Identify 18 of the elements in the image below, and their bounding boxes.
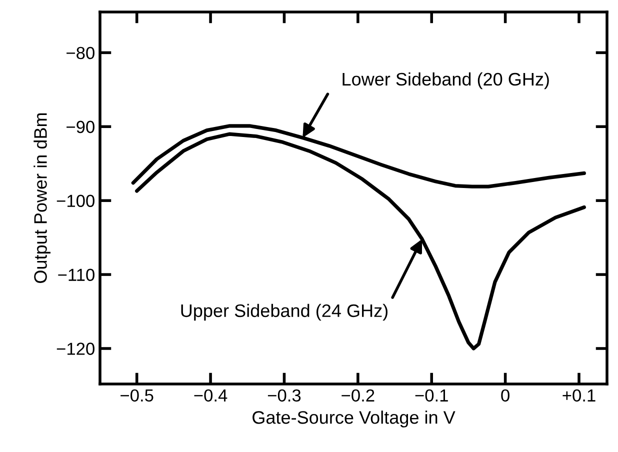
x-axis-title: Gate-Source Voltage in V bbox=[252, 410, 456, 428]
x-tick-label: −0.3 bbox=[268, 389, 301, 402]
y-axis-title: Output Power in dBm bbox=[34, 113, 50, 283]
y-tick-label: −120 bbox=[56, 342, 94, 355]
line-series bbox=[135, 132, 586, 350]
y-tick-label: −90 bbox=[66, 120, 94, 134]
y-tick-label: −100 bbox=[56, 194, 94, 208]
y-tick-label: −80 bbox=[66, 46, 94, 60]
y-tick-label: −110 bbox=[58, 268, 94, 282]
line-series bbox=[131, 124, 586, 188]
x-tick-label: −0.2 bbox=[342, 389, 374, 402]
x-tick-label: −0.1 bbox=[415, 389, 448, 402]
annotation: Upper Sideband (24 GHz) bbox=[181, 304, 388, 321]
x-tick-label: 0 bbox=[501, 389, 510, 402]
x-tick-label: +0.1 bbox=[562, 389, 596, 402]
annotation: Lower Sideband (20 GHz) bbox=[342, 72, 549, 90]
x-tick-label: −0.5 bbox=[120, 389, 154, 402]
x-tick-label: −0.4 bbox=[194, 389, 228, 402]
